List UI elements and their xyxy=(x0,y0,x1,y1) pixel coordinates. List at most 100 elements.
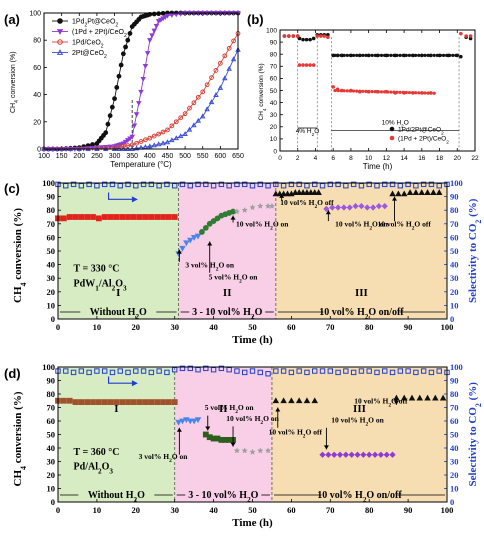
text-part: 2 xyxy=(412,226,415,232)
annotation: 10 vol% H2O on xyxy=(331,415,384,427)
y-right-tick-label: 90 xyxy=(450,192,459,202)
data-point xyxy=(369,204,377,211)
text-part: conversion (%) xyxy=(10,51,17,100)
data-point xyxy=(147,38,153,44)
series-6 xyxy=(55,181,450,189)
data-point xyxy=(213,92,219,97)
series-5 xyxy=(319,451,396,458)
data-point xyxy=(182,131,188,137)
data-point xyxy=(142,64,149,69)
y-right-tick-label: 30 xyxy=(450,456,459,466)
text-part: 2Pt@CeO xyxy=(72,50,105,57)
text-part: 10 vol% H xyxy=(269,428,303,437)
data-point xyxy=(103,130,109,136)
text-part: T = 360 °C xyxy=(74,447,120,458)
x-tick-label: 14 xyxy=(400,155,408,162)
annotation: 10 vol% H2O off xyxy=(378,220,432,232)
data-point xyxy=(173,135,180,141)
data-point xyxy=(441,53,446,58)
text-part: 1 xyxy=(95,284,99,292)
text-part: O on xyxy=(368,415,384,424)
data-point xyxy=(436,183,442,189)
data-point xyxy=(187,237,194,244)
data-point xyxy=(190,234,198,241)
data-point xyxy=(296,368,302,374)
data-point xyxy=(257,369,263,376)
data-point xyxy=(345,53,349,58)
region-iii xyxy=(271,367,447,502)
text-part: conversion (%) xyxy=(12,391,24,466)
data-point xyxy=(70,181,77,188)
data-point xyxy=(432,91,436,95)
data-point xyxy=(165,399,172,406)
data-point xyxy=(367,53,371,58)
data-point xyxy=(164,369,170,376)
data-point xyxy=(156,368,162,374)
data-point xyxy=(334,204,342,211)
data-point xyxy=(398,90,402,94)
data-point xyxy=(131,123,138,129)
panel-label: (c) xyxy=(4,181,20,196)
data-point xyxy=(107,214,114,220)
y-tick-label: 30 xyxy=(270,112,278,119)
data-point xyxy=(358,53,362,58)
data-point xyxy=(191,122,197,128)
data-point xyxy=(295,397,303,404)
data-point xyxy=(154,399,161,406)
data-point xyxy=(265,183,271,189)
legend: 1Pd/2Pt@CeO2(1Pd + 2Pt)/CeO2 xyxy=(389,126,449,144)
data-point xyxy=(358,368,365,374)
data-point xyxy=(148,369,155,376)
data-point xyxy=(143,137,148,143)
text-part: 2 xyxy=(235,409,238,415)
text-part: Pt@CeO xyxy=(87,19,116,26)
text-part: 3 xyxy=(109,468,113,476)
y-tick-label: 20 xyxy=(270,124,278,131)
data-point xyxy=(214,215,221,222)
data-point xyxy=(222,75,228,81)
series-3 xyxy=(233,447,272,455)
arrow-head-icon xyxy=(176,249,182,254)
data-point xyxy=(156,11,162,17)
text-part: 1Pd xyxy=(72,19,85,26)
data-point xyxy=(432,53,436,58)
x-axis-label: Time (h) xyxy=(232,334,273,346)
data-point xyxy=(116,73,122,79)
data-point xyxy=(325,451,332,458)
text-part: T = 330 °C xyxy=(74,263,120,274)
data-point xyxy=(217,60,223,66)
data-point xyxy=(370,53,374,58)
region-roman: II xyxy=(223,287,232,299)
y-tick-label: 50 xyxy=(47,246,56,256)
legend-marker xyxy=(389,135,395,141)
data-point xyxy=(242,369,248,376)
x-tick-label: 6 xyxy=(331,155,335,162)
data-point xyxy=(417,53,421,58)
data-point xyxy=(70,369,77,376)
data-point xyxy=(326,35,330,40)
data-point xyxy=(117,183,123,189)
data-point xyxy=(280,368,287,374)
region-label: Without H2O xyxy=(90,307,147,321)
x-tick-label: 80 xyxy=(365,322,374,332)
x-tick-label: 12 xyxy=(383,155,391,162)
data-point xyxy=(101,399,108,406)
data-point xyxy=(410,91,415,95)
annotation: 10 vol% H2O off xyxy=(354,396,408,408)
data-point xyxy=(280,397,287,404)
data-point xyxy=(183,240,190,247)
text-part: 3 - 10 vol% H xyxy=(192,307,251,318)
data-point xyxy=(125,37,131,43)
data-point xyxy=(101,181,108,188)
y-tick-label: 30 xyxy=(47,456,56,466)
data-point xyxy=(346,204,353,211)
data-point xyxy=(392,90,396,94)
data-point xyxy=(352,203,359,210)
arrow-head-icon xyxy=(230,442,236,447)
x-tick-label: 50 xyxy=(248,322,257,332)
data-point xyxy=(374,369,380,376)
data-point xyxy=(164,181,170,188)
data-point xyxy=(60,215,67,222)
legend-label: 2Pt@CeO2 xyxy=(72,50,107,60)
data-point xyxy=(319,368,326,374)
